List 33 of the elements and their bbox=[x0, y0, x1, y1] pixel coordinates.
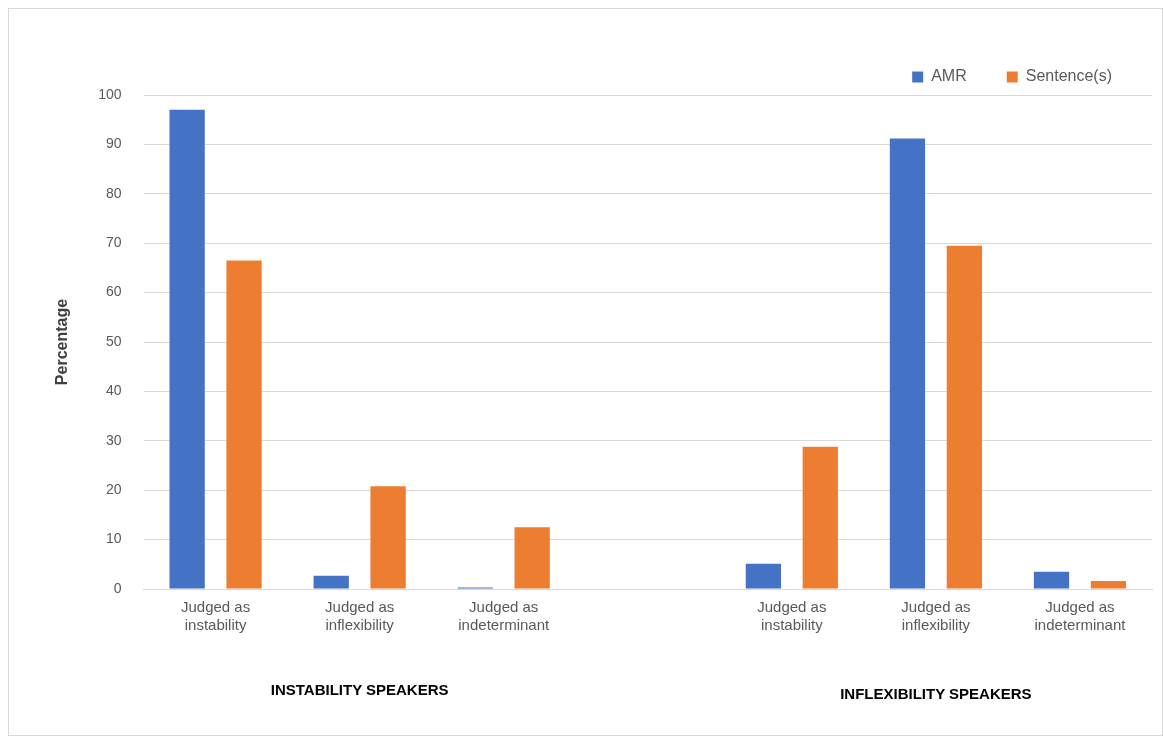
y-tick-label: 70 bbox=[105, 234, 122, 251]
x-tick-label: Judged as instability bbox=[757, 598, 827, 634]
y-tick-label: 50 bbox=[105, 332, 122, 349]
bar bbox=[313, 575, 349, 589]
y-tick-label: 90 bbox=[105, 135, 122, 152]
bar bbox=[514, 527, 550, 589]
y-tick-label: 0 bbox=[113, 579, 122, 596]
bar bbox=[745, 563, 782, 589]
bar bbox=[802, 446, 838, 589]
y-axis-title: Percentage bbox=[53, 298, 71, 386]
legend-label: Sentence(s) bbox=[1025, 67, 1112, 85]
y-tick-label: 100 bbox=[98, 85, 122, 102]
y-tick-label: 80 bbox=[105, 184, 122, 201]
legend-label: AMR bbox=[931, 67, 967, 85]
text: INFLEXIBILITY SPEAKERS bbox=[840, 685, 1032, 703]
y-tick-label: 60 bbox=[105, 283, 122, 300]
bar bbox=[1090, 581, 1127, 589]
x-tick-label: Judged as instability bbox=[180, 598, 251, 634]
y-tick-label: 10 bbox=[105, 530, 122, 547]
bar bbox=[946, 245, 982, 589]
y-tick-label: 30 bbox=[105, 431, 122, 448]
bar bbox=[370, 486, 406, 589]
x-tick-label: Judged as indeterminant bbox=[1034, 598, 1127, 634]
x-tick-label: Judged as inflexibility bbox=[901, 598, 971, 634]
x-tick-label: Judged as inflexibility bbox=[325, 598, 395, 634]
x-tick-label: Judged as indeterminant bbox=[458, 598, 550, 634]
bar bbox=[1033, 571, 1070, 589]
bar bbox=[169, 109, 205, 589]
y-tick-label: 40 bbox=[105, 382, 122, 399]
bar bbox=[226, 260, 262, 589]
text: INSTABILITY SPEAKERS bbox=[270, 681, 449, 699]
y-tick-label: 20 bbox=[105, 481, 122, 498]
bar bbox=[889, 138, 926, 589]
